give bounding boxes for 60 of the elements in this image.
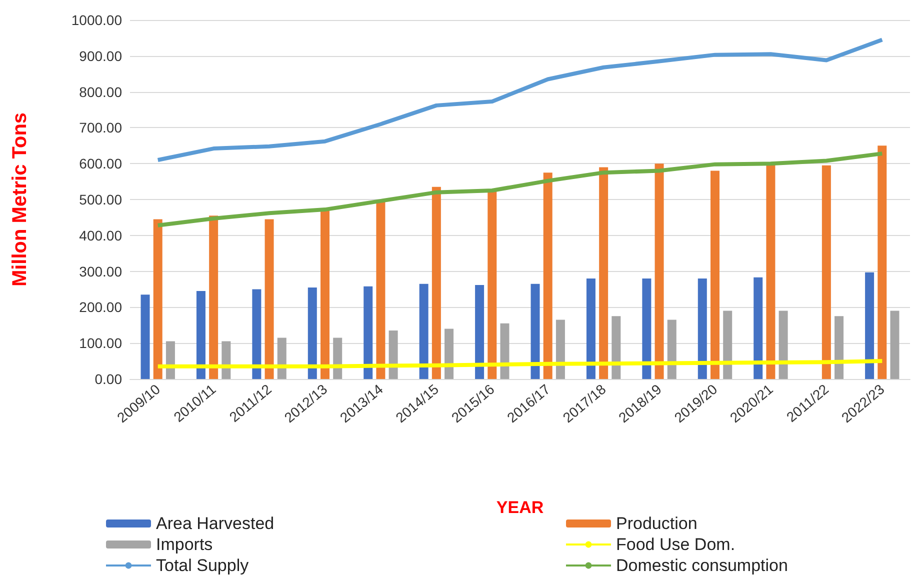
bar [865,272,874,379]
bar [196,291,206,379]
bar [444,328,454,379]
bar [754,277,763,379]
bar [209,216,218,379]
bar [667,320,676,379]
bar [277,338,286,379]
bar [834,316,844,379]
bar [878,146,887,379]
bar [364,286,373,379]
bar [308,287,317,379]
legend-label: Production [616,514,698,533]
legend-label: Imports [156,535,213,554]
y-tick-label: 500.00 [79,192,122,208]
bar [530,284,540,379]
y-axis-title: Millon Metric Tons [9,112,31,287]
legend-label: Domestic consumption [616,556,788,575]
y-tick-label: 600.00 [79,156,122,172]
bar [642,278,652,379]
bar [500,323,510,379]
bar [599,167,608,379]
bar [698,278,707,379]
bar [654,164,664,379]
bar [710,170,720,379]
bar [556,320,565,379]
bar [822,165,831,379]
line-series [156,152,884,228]
legend-label: Food Use Dom. [616,535,736,554]
line-series [156,38,884,162]
bar [320,210,330,379]
y-tick-label: 100.00 [79,335,122,352]
y-tick-label: 200.00 [79,299,122,316]
legend-label: Total Supply [156,556,250,575]
bar [543,172,552,379]
bar [432,186,441,379]
bar [376,201,386,379]
bar [778,310,788,379]
y-tick-label: 800.00 [79,84,122,100]
bar [153,219,162,379]
bar [419,284,428,379]
x-axis-title: YEAR [496,498,544,517]
bar [586,278,596,379]
y-tick-label: 0.00 [94,371,122,387]
bar [475,284,484,379]
legend-label: Area Harvested [156,514,274,533]
bar [264,219,274,379]
bar [723,310,732,379]
bar [333,338,342,379]
bar [488,190,497,379]
y-tick-label: 700.00 [79,120,122,136]
y-tick-label: 1000.00 [71,12,122,28]
bar [140,294,150,379]
bar [252,289,262,379]
bar [388,330,398,379]
bar [890,310,900,379]
y-tick-label: 400.00 [79,227,122,244]
bar [612,316,621,379]
y-tick-label: 900.00 [79,48,122,64]
bar [766,164,776,379]
y-tick-label: 300.00 [79,263,122,280]
